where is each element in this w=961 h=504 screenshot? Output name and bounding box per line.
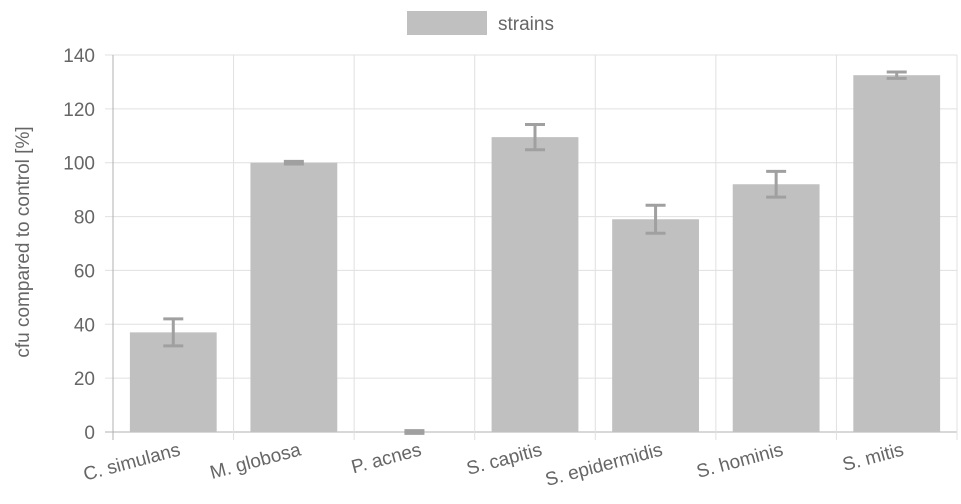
x-tick-label: S. hominis <box>694 440 785 483</box>
bar <box>491 137 579 432</box>
bar <box>853 75 941 433</box>
y-tick-label: 20 <box>74 369 95 390</box>
error-bars <box>163 70 907 435</box>
legend-label: strains <box>498 14 554 35</box>
x-tick-labels: C. simulans M. globosa P. acnes S. capitisS… <box>81 439 906 491</box>
bar <box>129 332 217 432</box>
bar <box>250 162 338 432</box>
bars <box>129 75 941 433</box>
y-tick-label: 60 <box>74 261 95 282</box>
legend-swatch <box>407 11 487 35</box>
x-tick-label: S. mitis <box>840 440 906 476</box>
y-tick-label: 120 <box>63 100 95 121</box>
x-tick-label: C. simulans <box>81 440 182 486</box>
x-tick-label: P. acnes <box>349 440 423 479</box>
y-tick-label: 0 <box>84 423 95 444</box>
bar <box>612 219 699 432</box>
bar <box>732 184 820 432</box>
y-tick-label: 100 <box>63 154 95 175</box>
y-tick-labels: 0 20 40 60 80 100 120 140 <box>63 46 95 444</box>
y-tick-label: 140 <box>63 46 95 67</box>
y-axis-title: cfu compared to control [%] <box>13 126 34 357</box>
y-tick-label: 40 <box>74 315 95 336</box>
x-tick-label: S. epidermidis <box>543 440 665 491</box>
x-tick-label: S. capitis <box>464 440 544 480</box>
y-tick-label: 80 <box>74 208 95 229</box>
legend: strains <box>407 11 554 35</box>
x-tick-label: M. globosa <box>208 439 304 483</box>
